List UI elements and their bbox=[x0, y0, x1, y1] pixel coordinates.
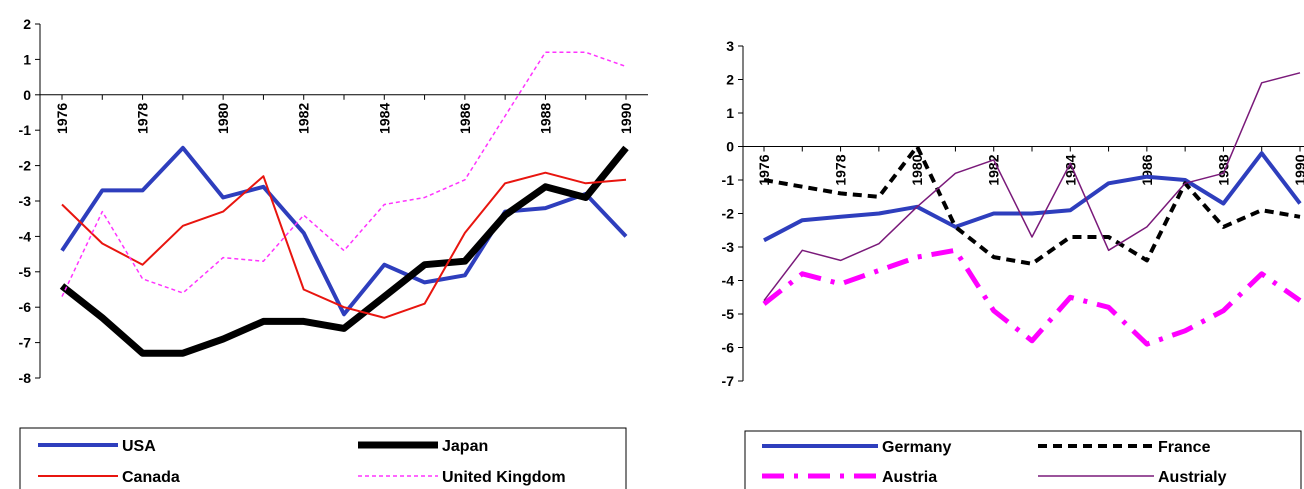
series-line-austria bbox=[762, 247, 1302, 347]
y-tick-label: 0 bbox=[23, 87, 31, 103]
y-tick-label: -2 bbox=[19, 158, 32, 174]
right-chart: 3 2 1 0 -1 -2 -3 -4 -5 -6 -7 1976 1978 1980 1982 1984 19… bbox=[722, 38, 1304, 489]
x-tick-label: 1988 bbox=[537, 103, 553, 134]
series-line-canada bbox=[61, 171, 627, 319]
x-tick-label: 1982 bbox=[296, 103, 312, 134]
legend-label: Austria bbox=[882, 469, 937, 486]
y-tick-label: -2 bbox=[722, 206, 735, 222]
x-tick-label: 1984 bbox=[1062, 154, 1078, 185]
y-tick-label: 0 bbox=[726, 139, 734, 155]
y-tick-label: -4 bbox=[19, 228, 32, 244]
x-tick-label: 1990 bbox=[1292, 154, 1304, 185]
x-tick-label: 1980 bbox=[215, 103, 231, 134]
series-line-france bbox=[763, 144, 1301, 266]
y-tick-label: 1 bbox=[726, 105, 734, 121]
x-tick-label: 1984 bbox=[376, 103, 392, 134]
y-tick-label: -1 bbox=[722, 172, 735, 188]
y-tick-label: 2 bbox=[726, 72, 734, 88]
left-chart: 2 1 0 -1 -2 -3 -4 -5 -6 -7 -8 1976 1978 1980 1982 1984 1… bbox=[19, 16, 648, 489]
y-tick-label: -3 bbox=[19, 193, 32, 209]
series-line-austrialy bbox=[763, 72, 1301, 302]
x-tick-label: 1980 bbox=[909, 154, 925, 185]
legend-label: Germany bbox=[882, 439, 951, 456]
y-tick-label: 3 bbox=[726, 38, 734, 54]
y-tick-label: -7 bbox=[19, 335, 32, 351]
y-tick-label: -5 bbox=[722, 306, 735, 322]
y-tick-label: -8 bbox=[19, 370, 32, 386]
legend-label: Austrialy bbox=[1158, 469, 1227, 486]
legend bbox=[744, 430, 1302, 489]
y-tick-label: 1 bbox=[23, 51, 31, 67]
x-tick-label: 1976 bbox=[54, 103, 70, 134]
x-tick-label: 1982 bbox=[986, 154, 1002, 185]
x-tick-label: 1976 bbox=[756, 154, 772, 185]
legend-label: Canada bbox=[122, 469, 180, 486]
y-tick-label: 2 bbox=[23, 16, 31, 32]
x-tick-label: 1990 bbox=[618, 103, 634, 134]
series-line-japan bbox=[59, 145, 629, 357]
y-tick-label: -6 bbox=[19, 299, 32, 315]
y-tick-label: -7 bbox=[722, 373, 735, 389]
legend-label: USA bbox=[122, 438, 156, 455]
y-tick-label: -3 bbox=[722, 239, 735, 255]
y-tick-label: -5 bbox=[19, 264, 32, 280]
y-tick-label: -6 bbox=[722, 340, 735, 356]
x-tick-label: 1986 bbox=[457, 103, 473, 134]
y-tick-label: -1 bbox=[19, 122, 32, 138]
legend bbox=[19, 427, 627, 489]
x-tick-label: 1986 bbox=[1139, 154, 1155, 185]
series-line-united-kingdom bbox=[61, 51, 627, 297]
y-tick-label: -4 bbox=[722, 273, 735, 289]
series-line-germany bbox=[763, 151, 1302, 243]
legend-label: France bbox=[1158, 439, 1211, 456]
legend-label: United Kingdom bbox=[442, 469, 566, 486]
x-tick-label: 1978 bbox=[135, 103, 151, 134]
series-line-usa bbox=[60, 145, 628, 317]
x-tick-label: 1978 bbox=[833, 154, 849, 185]
legend-label: Japan bbox=[442, 438, 488, 455]
